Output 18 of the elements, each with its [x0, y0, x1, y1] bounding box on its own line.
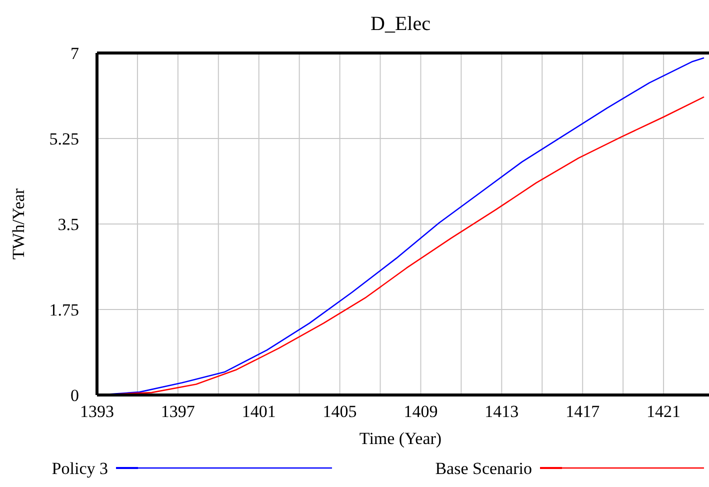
x-tick-label: 1405 — [322, 402, 357, 421]
x-tick-label: 1417 — [566, 402, 600, 421]
y-tick-label: 0 — [70, 386, 79, 405]
y-tick-label: 7 — [70, 44, 80, 63]
x-tick-label: 1409 — [404, 402, 438, 421]
y-tick-label: 1.75 — [49, 300, 79, 320]
y-tick-label: 5.25 — [49, 129, 79, 148]
y-axis-title: TWh/Year — [9, 188, 28, 260]
x-tick-label: 1401 — [242, 402, 276, 421]
x-tick-label: 1413 — [484, 402, 519, 421]
y-tick-label: 3.5 — [58, 214, 79, 234]
x-tick-label: 1397 — [160, 402, 196, 421]
legend-label: Base Scenario — [435, 458, 532, 478]
x-tick-label: 1421 — [646, 402, 681, 421]
legend-label: Policy 3 — [52, 458, 108, 478]
x-axis-title: Time (Year) — [359, 429, 442, 448]
x-tick-label: 1393 — [80, 402, 114, 421]
chart-title: D_Elec — [370, 13, 431, 35]
